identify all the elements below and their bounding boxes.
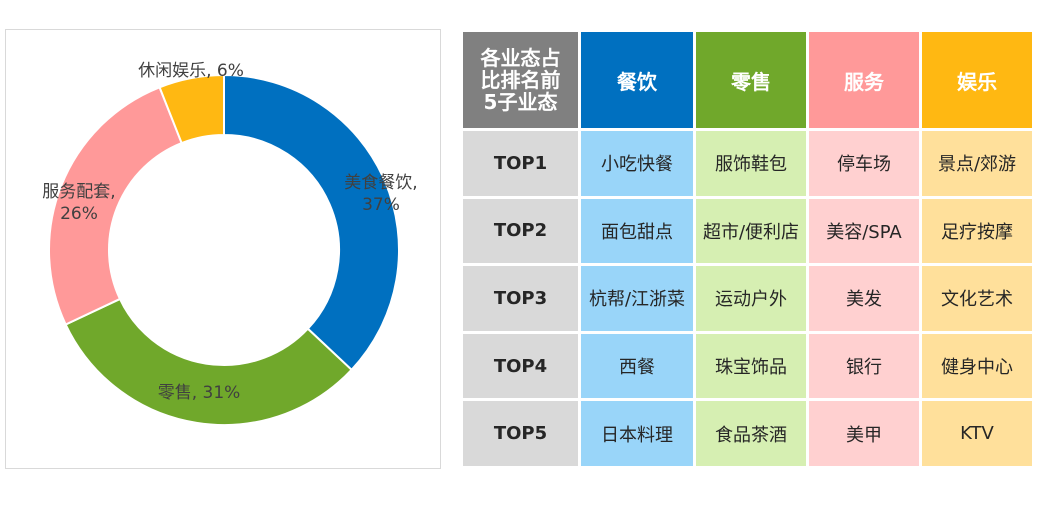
table-cell: 银行	[809, 333, 919, 399]
table-cell: 超市/便利店	[696, 198, 806, 264]
column-header-service: 服务	[809, 32, 919, 128]
donut-slice-leisure	[158, 73, 225, 145]
table-row: TOP1 小吃快餐 服饰鞋包 停车场 景点/郊游	[463, 131, 1032, 196]
donut-chart-panel: 美食餐饮, 37% 零售, 31% 服务配套, 26% 休闲娱乐, 6%	[5, 29, 441, 469]
table-cell: 食品茶酒	[696, 401, 806, 466]
donut-slice-food	[223, 73, 401, 372]
rank-cell: TOP1	[463, 131, 578, 196]
table-row: TOP2 面包甜点 超市/便利店 美容/SPA 足疗按摩	[463, 198, 1032, 264]
table-row: TOP3 杭帮/江浙菜 运动户外 美发 文化艺术	[463, 266, 1032, 331]
donut-chart	[48, 73, 401, 426]
table-cell: 珠宝饰品	[696, 333, 806, 399]
table-cell: KTV	[922, 401, 1032, 466]
table-row: TOP4 西餐 珠宝饰品 银行 健身中心	[463, 333, 1032, 399]
ranking-table-panel: 各业态占 比排名前 5子业态 餐饮 零售 服务 娱乐 TOP1 小吃快餐 服饰鞋…	[460, 29, 1032, 469]
rank-cell: TOP3	[463, 266, 578, 331]
slice-label-food: 美食餐饮, 37%	[344, 173, 418, 215]
table-cell: 运动户外	[696, 266, 806, 331]
table-cell: 美容/SPA	[809, 198, 919, 264]
ranking-table: 各业态占 比排名前 5子业态 餐饮 零售 服务 娱乐 TOP1 小吃快餐 服饰鞋…	[460, 29, 1035, 469]
column-header-food: 餐饮	[581, 32, 693, 128]
table-cell: 文化艺术	[922, 266, 1032, 331]
table-cell: 景点/郊游	[922, 131, 1032, 196]
table-cell: 西餐	[581, 333, 693, 399]
column-header-entertainment: 娱乐	[922, 32, 1032, 128]
table-cell: 面包甜点	[581, 198, 693, 264]
table-corner-header: 各业态占 比排名前 5子业态	[463, 32, 578, 128]
rank-cell: TOP4	[463, 333, 578, 399]
table-cell: 服饰鞋包	[696, 131, 806, 196]
table-cell: 美甲	[809, 401, 919, 466]
donut-slice-retail	[64, 297, 353, 426]
slice-label-retail: 零售, 31%	[157, 383, 241, 403]
table-cell: 停车场	[809, 131, 919, 196]
table-row: TOP5 日本料理 食品茶酒 美甲 KTV	[463, 401, 1032, 466]
table-cell: 足疗按摩	[922, 198, 1032, 264]
table-cell: 小吃快餐	[581, 131, 693, 196]
rank-cell: TOP2	[463, 198, 578, 264]
table-cell: 日本料理	[581, 401, 693, 466]
table-header-row: 各业态占 比排名前 5子业态 餐饮 零售 服务 娱乐	[463, 32, 1032, 128]
slice-label-service: 服务配套, 26%	[42, 182, 116, 224]
column-header-retail: 零售	[696, 32, 806, 128]
rank-cell: TOP5	[463, 401, 578, 466]
slice-label-leisure: 休闲娱乐, 6%	[138, 61, 244, 81]
table-cell: 杭帮/江浙菜	[581, 266, 693, 331]
table-cell: 美发	[809, 266, 919, 331]
table-cell: 健身中心	[922, 333, 1032, 399]
